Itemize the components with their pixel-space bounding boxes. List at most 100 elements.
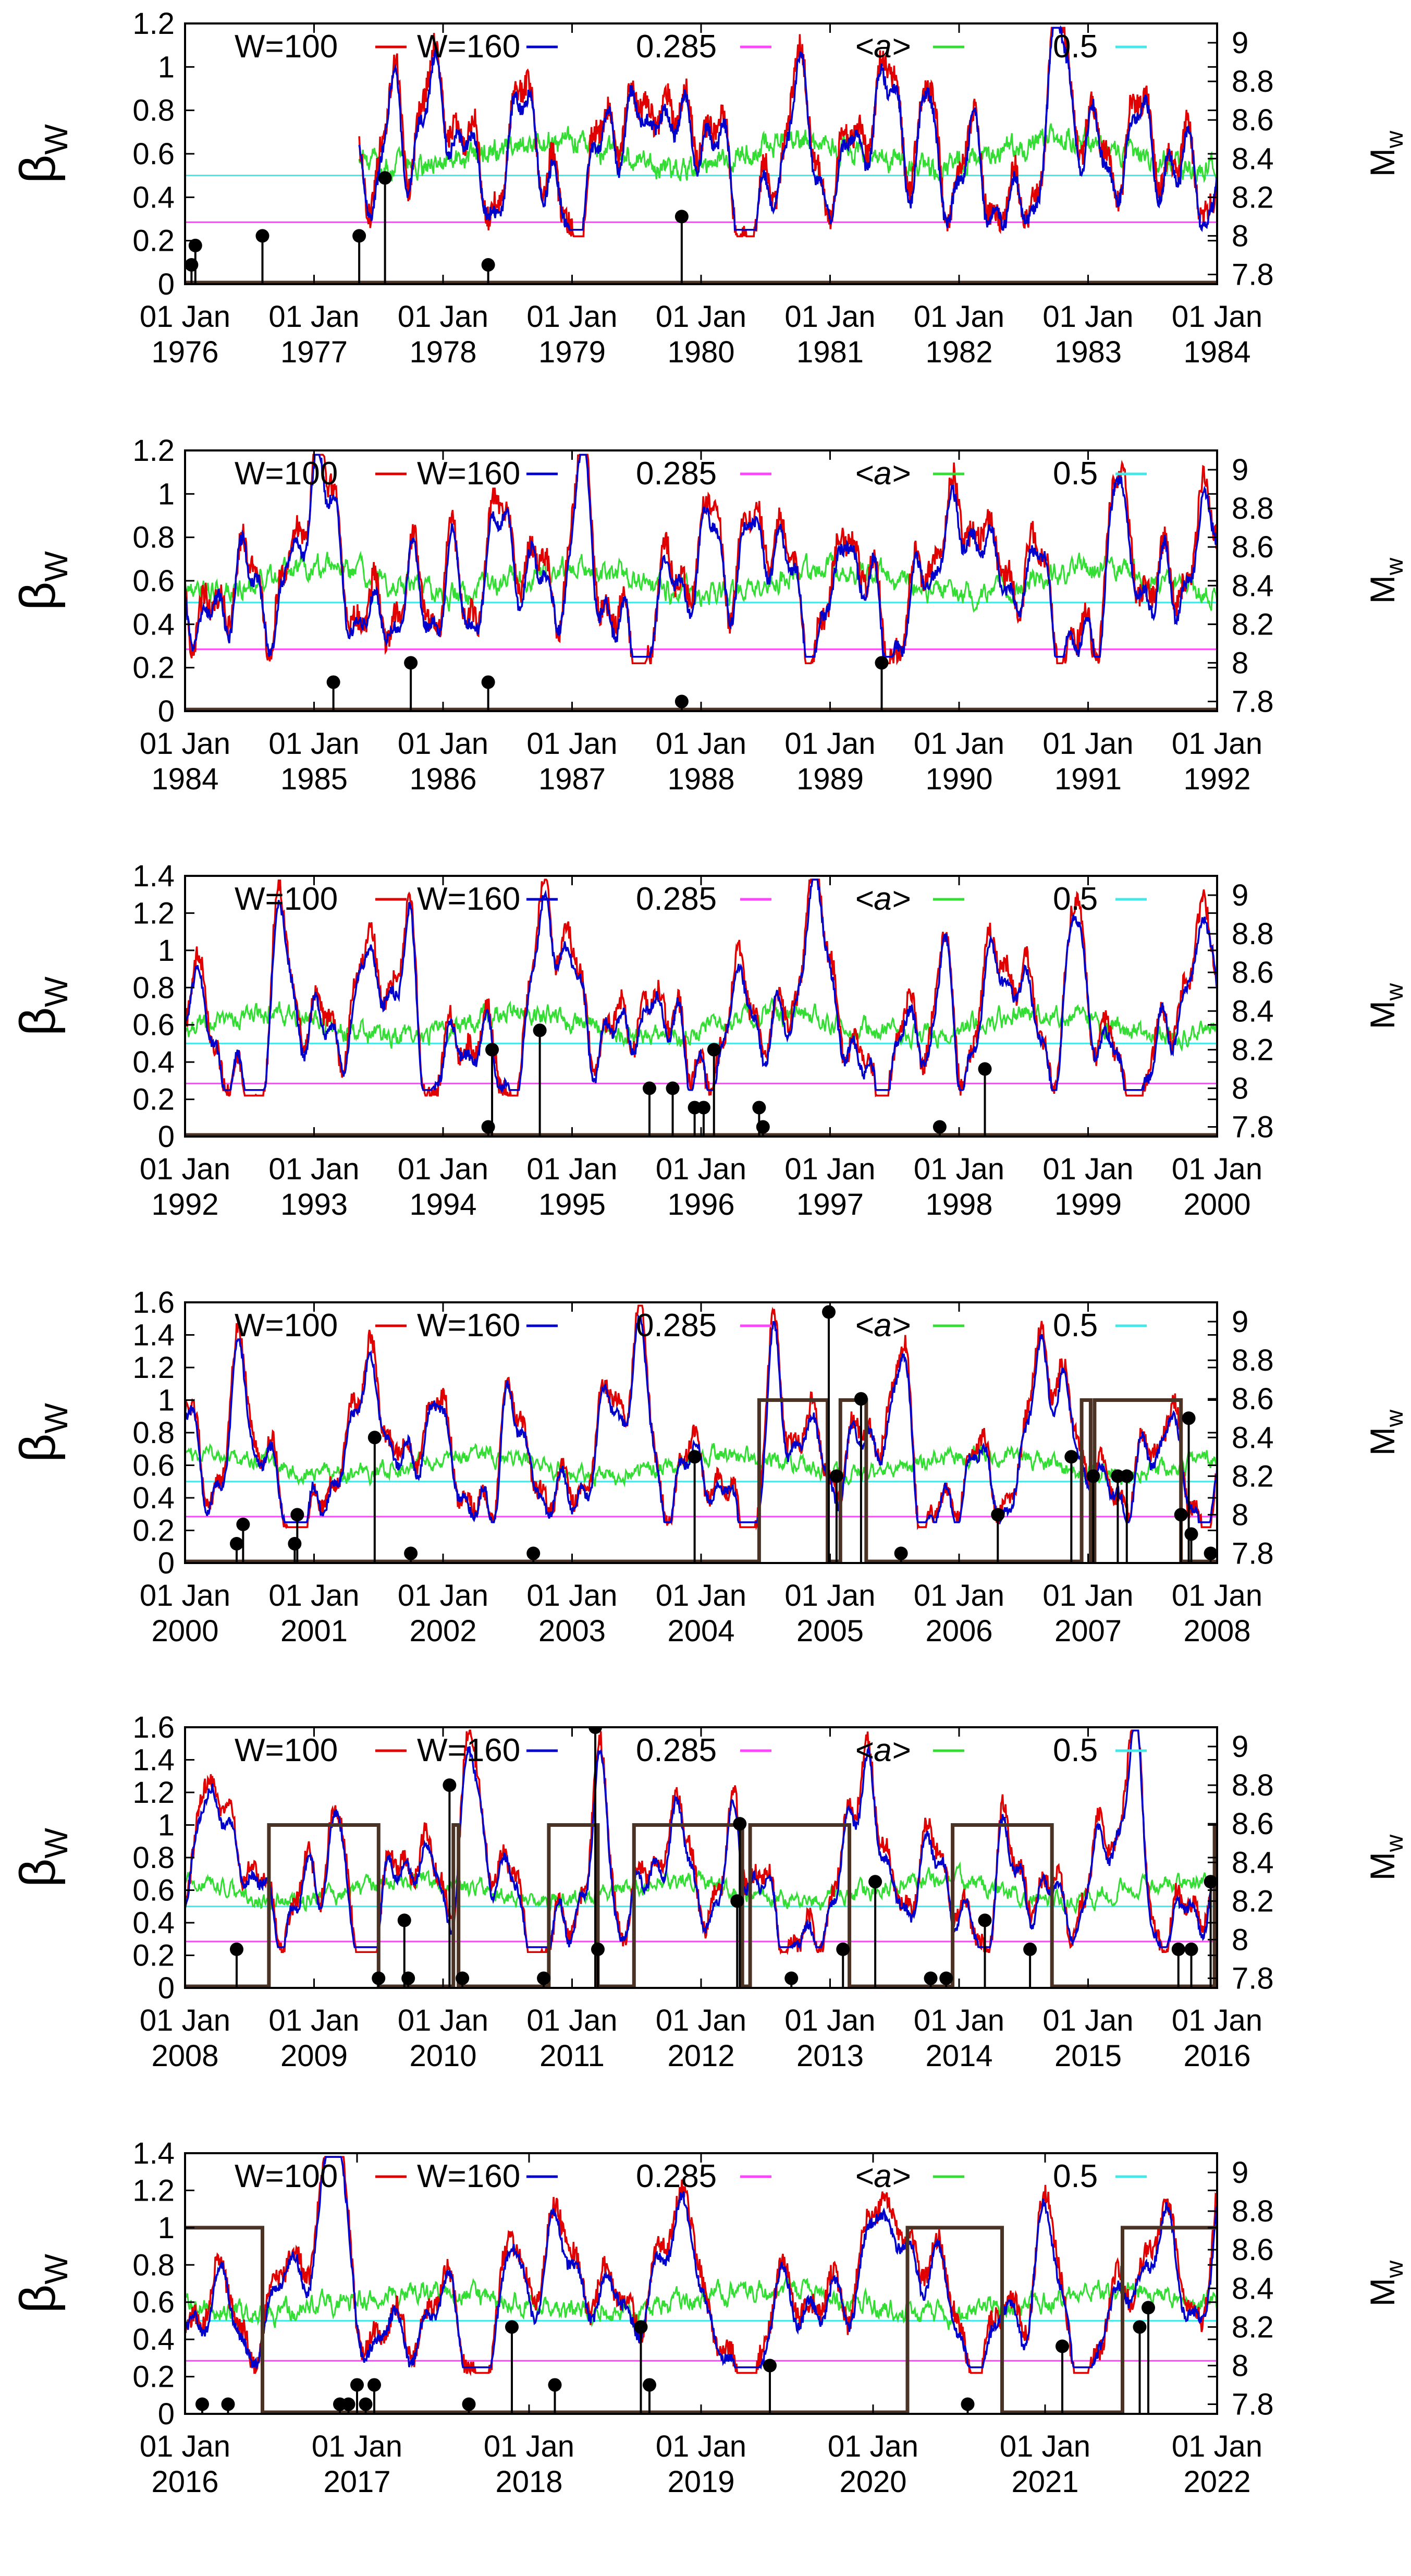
- y-axis-label: βW: [10, 1403, 75, 1462]
- y2-tick-label: 8.8: [1232, 1344, 1274, 1377]
- quake-marker: [978, 1913, 992, 1927]
- quake-marker: [378, 171, 392, 185]
- quake-marker: [1174, 1508, 1188, 1522]
- quake-marker: [836, 1942, 850, 1956]
- y-axis-label: βW: [10, 551, 75, 611]
- quake-marker: [288, 1536, 302, 1551]
- series-w160: [185, 1313, 1217, 1525]
- y-tick-label: 1.2: [132, 7, 175, 41]
- legend-label: 0.5: [1053, 1732, 1098, 1768]
- x-tick-label-date: 01 Jan: [398, 727, 488, 761]
- x-tick-label-date: 01 Jan: [1042, 300, 1133, 334]
- y2-tick-label: 8.2: [1232, 180, 1274, 214]
- x-tick-label-date: 01 Jan: [268, 2004, 359, 2037]
- x-tick-label-year: 1977: [280, 335, 348, 369]
- x-tick-label-year: 2007: [1054, 1614, 1122, 1648]
- x-tick-label-date: 01 Jan: [914, 1579, 1004, 1613]
- x-tick-label-year: 1992: [151, 1188, 218, 1222]
- y-tick-label: 0.8: [132, 971, 175, 1005]
- y2-axis-label-subscript: w: [1381, 1409, 1408, 1427]
- y2-axis-label-symbol: M: [1363, 575, 1402, 604]
- legend-label: 0.285: [636, 29, 717, 65]
- quake-marker: [537, 1971, 551, 1985]
- quake-marker: [643, 2378, 656, 2392]
- y-tick-label: 0.2: [132, 2360, 175, 2394]
- y2-axis-label-symbol: M: [1363, 1000, 1402, 1029]
- y2-tick-label: 9: [1232, 26, 1248, 60]
- legend-label: W=100: [235, 881, 338, 917]
- quake-marker: [326, 675, 340, 689]
- x-tick-label-date: 01 Jan: [784, 727, 875, 761]
- y-tick-label: 0.4: [132, 1481, 175, 1515]
- legend-label: W=160: [417, 456, 520, 492]
- y-tick-label: 0.4: [132, 1906, 175, 1940]
- y-axis-label: βW: [10, 1828, 75, 1887]
- y2-tick-label: 8.4: [1232, 569, 1274, 603]
- legend-label: W=100: [235, 2158, 338, 2194]
- y-tick-label: 1.6: [132, 1711, 175, 1744]
- x-tick-label-year: 2012: [667, 2039, 734, 2073]
- y-axis-label-subscript: W: [39, 124, 75, 155]
- panel-6: 00.20.4 0.6 0.81 1.2 1.4 7.8 8 8.2 8.4 8.6 8.8 9 01 …: [10, 2137, 1408, 2499]
- x-tick-label-date: 01 Jan: [268, 1579, 359, 1613]
- x-tick-label-year: 2001: [280, 1614, 348, 1648]
- plot-area: [185, 25, 1217, 284]
- x-tick-label-year: 1998: [925, 1188, 992, 1222]
- legend-label: <a>: [855, 1308, 911, 1344]
- y2-tick-label: 8.8: [1232, 65, 1274, 99]
- y2-tick-label: 8.6: [1232, 2233, 1274, 2267]
- legend-label: <a>: [855, 456, 911, 492]
- y2-axis-label: Mw: [1363, 557, 1408, 604]
- quake-marker: [875, 656, 889, 670]
- x-tick-label-date: 01 Jan: [140, 727, 230, 761]
- y2-axis-label: Mw: [1363, 1834, 1408, 1881]
- y2-tick-label: 7.8: [1232, 685, 1274, 718]
- y-tick-label: 0: [158, 2397, 175, 2431]
- panel-1: 0 0.2 0.4 0.6 0.8 1 1.2 7.8 8 8.2 8.4 8.6 8.8 9 01 Jan…: [10, 7, 1408, 369]
- x-tick-label-date: 01 Jan: [398, 1152, 488, 1186]
- x-tick-label-year: 1981: [796, 335, 864, 369]
- x-tick-label-year: 2022: [1183, 2465, 1250, 2499]
- y-axis-label-subscript: W: [39, 551, 75, 582]
- x-tick-label-date: 01 Jan: [1172, 1152, 1262, 1186]
- x-tick-label-year: 1987: [538, 762, 606, 796]
- x-tick-label-date: 01 Jan: [1172, 2004, 1262, 2037]
- y2-tick-label: 8.4: [1232, 1846, 1274, 1879]
- legend: W=100 W=160 0.285 <a> 0.5: [235, 881, 1147, 917]
- x-tick-label-date: 01 Jan: [1042, 2004, 1133, 2037]
- y2-axis-label: Mw: [1363, 130, 1408, 177]
- y2-axis-label: Mw: [1363, 1409, 1408, 1456]
- x-tick-label-year: 2017: [323, 2465, 390, 2499]
- y-tick-label: 0.6: [132, 137, 175, 171]
- quake-marker: [236, 1517, 250, 1531]
- legend-label: W=100: [235, 1732, 338, 1768]
- quake-marker: [481, 258, 495, 272]
- legend-label: 0.285: [636, 456, 717, 492]
- quake-marker: [230, 1536, 243, 1551]
- x-tick-label-year: 2021: [1011, 2465, 1078, 2499]
- x-tick-label-year: 1984: [151, 762, 218, 796]
- legend-label: 0.5: [1053, 29, 1098, 65]
- quake-marker: [688, 1450, 702, 1464]
- y2-tick-label: 8: [1232, 1498, 1248, 1532]
- y-tick-label: 1: [158, 1809, 175, 1842]
- x-tick-label-year: 1989: [796, 762, 864, 796]
- y-axis-label-symbol: β: [10, 1859, 66, 1887]
- regime-step-line: [185, 1823, 1217, 1988]
- x-tick-label-year: 2015: [1054, 2039, 1122, 2073]
- y-tick-label: 1.2: [132, 434, 175, 468]
- legend: W=100 W=160 0.285 <a> 0.5: [235, 456, 1147, 492]
- y-tick-label: 0.2: [132, 651, 175, 685]
- y2-axis-label-subscript: w: [1381, 1834, 1408, 1852]
- x-tick-label-year: 2003: [538, 1614, 606, 1648]
- y-tick-label: 0.6: [132, 2286, 175, 2319]
- quake-marker: [1023, 1942, 1037, 1956]
- x-tick-label-date: 01 Jan: [140, 2004, 230, 2037]
- y-tick-label: 1: [158, 1384, 175, 1418]
- quake-marker: [961, 2397, 975, 2411]
- x-tick-label-year: 1997: [796, 1188, 864, 1222]
- quake-marker: [526, 1546, 541, 1560]
- x-tick-label-year: 1991: [1054, 762, 1122, 796]
- quake-marker: [666, 1081, 680, 1095]
